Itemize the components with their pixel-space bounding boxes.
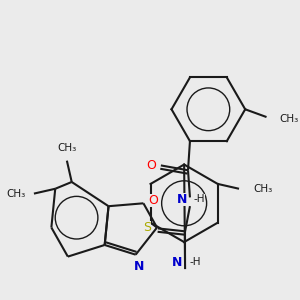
Text: CH₃: CH₃ bbox=[279, 114, 298, 124]
Text: N: N bbox=[172, 256, 182, 269]
Text: CH₃: CH₃ bbox=[57, 143, 76, 153]
Text: O: O bbox=[146, 159, 156, 172]
Text: S: S bbox=[143, 221, 151, 234]
Text: CH₃: CH₃ bbox=[7, 189, 26, 199]
Text: N: N bbox=[177, 193, 188, 206]
Text: -H: -H bbox=[189, 257, 200, 267]
Text: -H: -H bbox=[194, 194, 206, 204]
Text: N: N bbox=[134, 260, 144, 273]
Text: CH₃: CH₃ bbox=[254, 184, 273, 194]
Text: O: O bbox=[148, 194, 158, 207]
